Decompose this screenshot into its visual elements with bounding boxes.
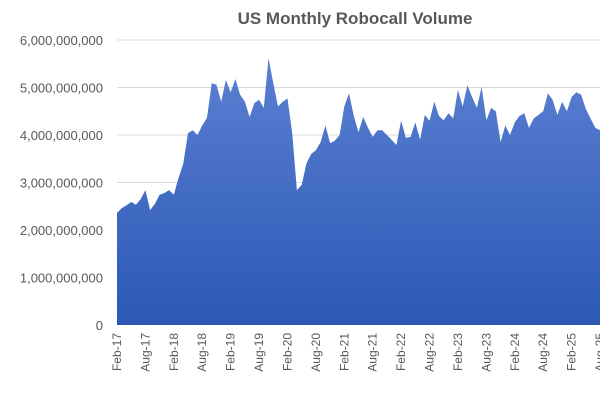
x-tick-label: Feb-22 <box>394 333 408 371</box>
area-fill <box>117 58 600 325</box>
y-tick-label: 1,000,000,000 <box>20 271 103 286</box>
x-tick-label: Aug-21 <box>366 333 380 372</box>
x-tick-label: Feb-23 <box>451 333 465 371</box>
x-tick-label: Feb-24 <box>508 333 522 371</box>
x-tick-label: Aug-18 <box>195 333 209 372</box>
chart-title: US Monthly Robocall Volume <box>238 9 473 28</box>
x-tick-label: Feb-20 <box>281 333 295 371</box>
x-tick-label: Feb-21 <box>337 333 351 371</box>
y-tick-label: 2,000,000,000 <box>20 223 103 238</box>
x-tick-label: Aug-23 <box>479 333 493 372</box>
x-axis-ticks: Feb-17 Aug-17 Feb-18 Aug-18 Feb-19 Aug-19 Feb-… <box>110 333 600 372</box>
y-tick-label: 0 <box>96 318 103 333</box>
area-series <box>117 58 600 325</box>
y-tick-label: 3,000,000,000 <box>20 176 103 191</box>
y-axis-ticks: 0 1,000,000,000 2,000,000,000 3,000,000,000… <box>20 33 103 333</box>
x-tick-label: Feb-17 <box>110 333 124 371</box>
x-tick-label: Aug-17 <box>138 333 152 372</box>
x-tick-label: Aug-20 <box>309 333 323 372</box>
x-tick-label: Aug-24 <box>536 333 550 372</box>
y-tick-label: 4,000,000,000 <box>20 128 103 143</box>
x-tick-label: Feb-18 <box>167 333 181 371</box>
x-tick-label: Feb-19 <box>224 333 238 371</box>
x-tick-label: Feb-25 <box>565 333 579 371</box>
x-tick-label: Aug-25 <box>593 333 600 372</box>
x-tick-label: Aug-19 <box>252 333 266 372</box>
y-tick-label: 5,000,000,000 <box>20 81 103 96</box>
x-tick-label: Aug-22 <box>423 333 437 372</box>
y-tick-label: 6,000,000,000 <box>20 33 103 48</box>
